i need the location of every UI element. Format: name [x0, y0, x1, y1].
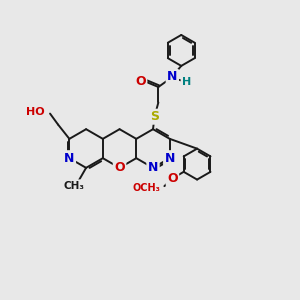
Text: O: O	[135, 74, 146, 88]
Text: N: N	[64, 152, 75, 165]
Text: N: N	[165, 152, 175, 165]
Text: HO: HO	[26, 107, 45, 117]
Text: S: S	[150, 110, 159, 123]
Text: O: O	[114, 161, 125, 174]
Text: N: N	[167, 70, 178, 83]
Text: CH₃: CH₃	[63, 181, 84, 191]
Text: O: O	[167, 172, 178, 185]
Text: N: N	[148, 161, 158, 174]
Text: OCH₃: OCH₃	[133, 183, 161, 193]
Text: H: H	[182, 76, 191, 87]
